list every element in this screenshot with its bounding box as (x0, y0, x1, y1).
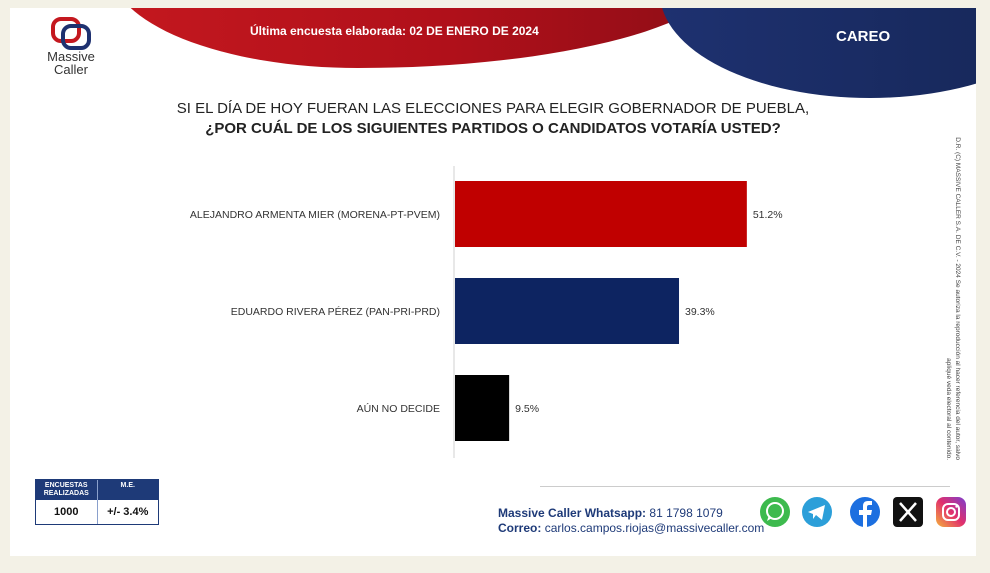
footer-divider (540, 486, 950, 487)
whatsapp-icon[interactable] (758, 495, 792, 529)
banner-title: Última encuesta elaborada: 02 DE ENERO D… (250, 24, 539, 38)
bar-chart: ALEJANDRO ARMENTA MIER (MORENA-PT-PVEM) 5… (190, 166, 783, 458)
whatsapp-number[interactable]: 81 1798 1079 (649, 506, 723, 520)
telegram-icon[interactable] (800, 495, 834, 529)
survey-stats-table: ENCUESTAS REALIZADAS M.E. 1000 +/- 3.4% (35, 479, 159, 525)
bar-2 (455, 375, 510, 441)
data-label-1: 39.3% (685, 306, 715, 318)
logo-text-caller: Caller (54, 62, 88, 77)
email-address[interactable]: carlos.campos.riojas@massivecaller.com (544, 521, 765, 535)
question-line-1: SI EL DÍA DE HOY FUERAN LAS ELECCIONES P… (176, 100, 810, 117)
massive-caller-logo: Massive Caller (38, 16, 104, 76)
whatsapp-label: Massive Caller Whatsapp: (498, 506, 647, 520)
category-label-1: EDUARDO RIVERA PÉREZ (PAN-PRI-PRD) (231, 305, 440, 318)
logo-text-massive: Massive (47, 49, 95, 64)
instagram-icon[interactable] (934, 495, 968, 529)
stats-value-me: +/- 3.4% (96, 500, 159, 524)
data-label-2: 9.5% (515, 403, 539, 415)
email-label: Correo: (498, 521, 542, 535)
copyright-note: D.R. (C) MASSIVE CALLER S.A. DE C.V. - 2… (945, 137, 961, 460)
section-title: CAREO (836, 28, 891, 45)
stats-header-surveys: ENCUESTAS REALIZADAS (43, 482, 89, 497)
contact-info: Massive Caller Whatsapp: 81 1798 1079 Co… (498, 506, 764, 536)
facebook-icon[interactable] (848, 495, 882, 529)
stats-header-me: M.E. (96, 480, 159, 500)
bar-1 (455, 278, 680, 344)
category-label-0: ALEJANDRO ARMENTA MIER (MORENA-PT-PVEM) (190, 209, 440, 221)
category-label-2: AÚN NO DECIDE (357, 402, 440, 415)
data-label-0: 51.2% (753, 209, 783, 221)
stats-value-surveys: 1000 (54, 506, 79, 518)
poll-card: Última encuesta elaborada: 02 DE ENERO D… (10, 8, 976, 556)
bar-0 (455, 181, 747, 247)
logo-icon (51, 17, 91, 50)
question-line-2: ¿POR CUÁL DE LOS SIGUIENTES PARTIDOS O C… (205, 120, 781, 137)
x-icon[interactable] (891, 495, 925, 529)
